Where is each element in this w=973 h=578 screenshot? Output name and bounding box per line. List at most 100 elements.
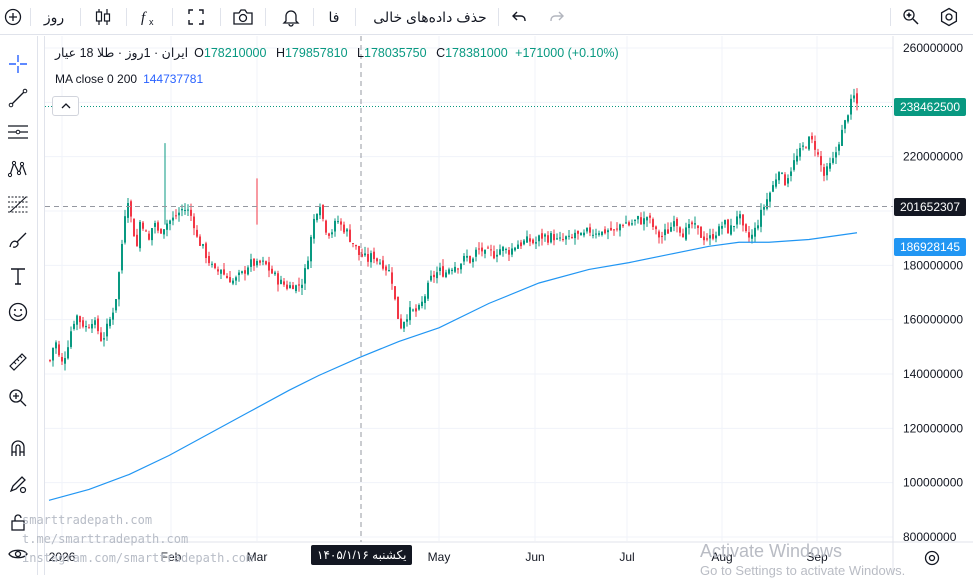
language-button[interactable]: فا xyxy=(322,0,346,34)
zoom-in-icon[interactable] xyxy=(4,384,32,412)
emoji-icon[interactable] xyxy=(4,298,32,326)
candle-body xyxy=(262,261,264,262)
fib-retracement-icon[interactable] xyxy=(4,190,32,218)
candle-body xyxy=(358,246,360,255)
candle-body xyxy=(373,252,375,259)
horizontal-lines-icon[interactable] xyxy=(4,118,32,146)
candle-body xyxy=(448,269,450,273)
candle-body xyxy=(592,235,594,236)
candle-body xyxy=(832,158,834,163)
candle-body xyxy=(844,120,846,129)
candle-body xyxy=(475,250,477,257)
add-symbol-icon[interactable] xyxy=(2,0,24,34)
candle-body xyxy=(817,152,819,154)
low-value: 178035750 xyxy=(364,46,427,60)
crosshair-icon[interactable] xyxy=(4,50,32,78)
candle-body xyxy=(712,234,714,239)
candle-body xyxy=(142,223,144,229)
magnet-icon[interactable] xyxy=(4,434,32,462)
candle-body xyxy=(136,235,138,246)
candle-body xyxy=(853,95,855,98)
candle-body xyxy=(637,216,639,219)
trend-line-icon[interactable] xyxy=(4,84,32,112)
candle-body xyxy=(73,324,75,329)
candle-body xyxy=(787,178,789,183)
settings-icon[interactable] xyxy=(936,0,962,34)
candle-body xyxy=(502,247,504,251)
candle-body xyxy=(736,216,738,224)
candle-body xyxy=(757,225,759,228)
candle-body xyxy=(151,228,153,240)
candle-body xyxy=(271,269,273,274)
candle-body xyxy=(61,357,63,362)
candle-body xyxy=(823,167,825,176)
candle-body xyxy=(91,324,93,328)
remove-empty-data-button[interactable]: حذف داده‌های خالی xyxy=(368,0,492,34)
candle-body xyxy=(640,217,642,224)
candles-icon[interactable] xyxy=(90,0,116,34)
candle-body xyxy=(451,270,453,271)
candle-body xyxy=(259,261,261,263)
candle-body xyxy=(523,240,525,244)
remove-empty-label: حذف داده‌های خالی xyxy=(373,9,486,26)
candle-body xyxy=(457,269,459,270)
quick-search-icon[interactable] xyxy=(898,0,924,34)
candle-body xyxy=(400,319,402,329)
candle-body xyxy=(811,136,813,140)
candle-body xyxy=(418,305,420,310)
candle-body xyxy=(247,267,249,274)
activate-windows-title: Activate Windows xyxy=(700,541,842,562)
candle-body xyxy=(571,237,573,238)
candle-body xyxy=(505,249,507,250)
candle-body xyxy=(70,331,72,347)
candle-body xyxy=(100,332,102,341)
candle-body xyxy=(661,236,663,237)
symbol-title[interactable]: ایران · 1روز · طلا 18 عیار xyxy=(55,46,188,60)
candle-body xyxy=(103,338,105,339)
camera-icon[interactable] xyxy=(229,0,257,34)
brush-icon[interactable] xyxy=(4,226,32,254)
candle-body xyxy=(589,227,591,232)
candle-body xyxy=(325,221,327,233)
candle-body xyxy=(472,259,474,262)
fullscreen-icon[interactable] xyxy=(183,0,209,34)
drawing-mode-icon[interactable] xyxy=(4,470,32,498)
text-tool-icon[interactable] xyxy=(4,262,32,290)
candle-body xyxy=(58,344,60,355)
candle-body xyxy=(517,245,519,249)
ruler-icon[interactable] xyxy=(4,348,32,376)
candle-body xyxy=(439,268,441,271)
candle-body xyxy=(679,227,681,232)
ma-legend[interactable]: MA close 0 200 144737781 xyxy=(55,72,203,86)
pattern-icon[interactable] xyxy=(4,154,32,182)
interval-button[interactable]: روز xyxy=(38,0,70,34)
ma-price-tag: 186928145 xyxy=(894,238,966,256)
candle-body xyxy=(85,326,87,327)
candle-body xyxy=(55,342,57,348)
candle-body xyxy=(199,237,201,246)
undo-icon[interactable] xyxy=(507,0,531,34)
candle-body xyxy=(547,235,549,242)
candle-body xyxy=(337,221,339,222)
alert-bell-icon[interactable] xyxy=(277,0,305,34)
candle-body xyxy=(175,215,177,216)
chart-area[interactable]: 80000000 100000000 120000000 140000000 16000… xyxy=(44,36,973,575)
candle-body xyxy=(583,233,585,236)
candle-body xyxy=(535,242,537,243)
candle-body xyxy=(286,285,288,289)
price-chart[interactable]: 80000000 100000000 120000000 140000000 16000… xyxy=(45,36,973,575)
redo-icon[interactable] xyxy=(545,0,569,34)
interval-label: روز xyxy=(44,9,64,26)
candle-body xyxy=(283,281,285,284)
candle-body xyxy=(460,264,462,270)
candle-body xyxy=(643,218,645,224)
candle-body xyxy=(211,264,213,265)
collapse-legend-button[interactable] xyxy=(52,96,79,116)
candle-body xyxy=(220,270,222,274)
y-tick-label: 100000000 xyxy=(903,476,963,490)
candle-body xyxy=(265,261,267,264)
chart-settings-icon[interactable] xyxy=(922,548,942,573)
candle-body xyxy=(226,276,228,278)
change-value: +171000 (+0.10%) xyxy=(515,46,619,60)
